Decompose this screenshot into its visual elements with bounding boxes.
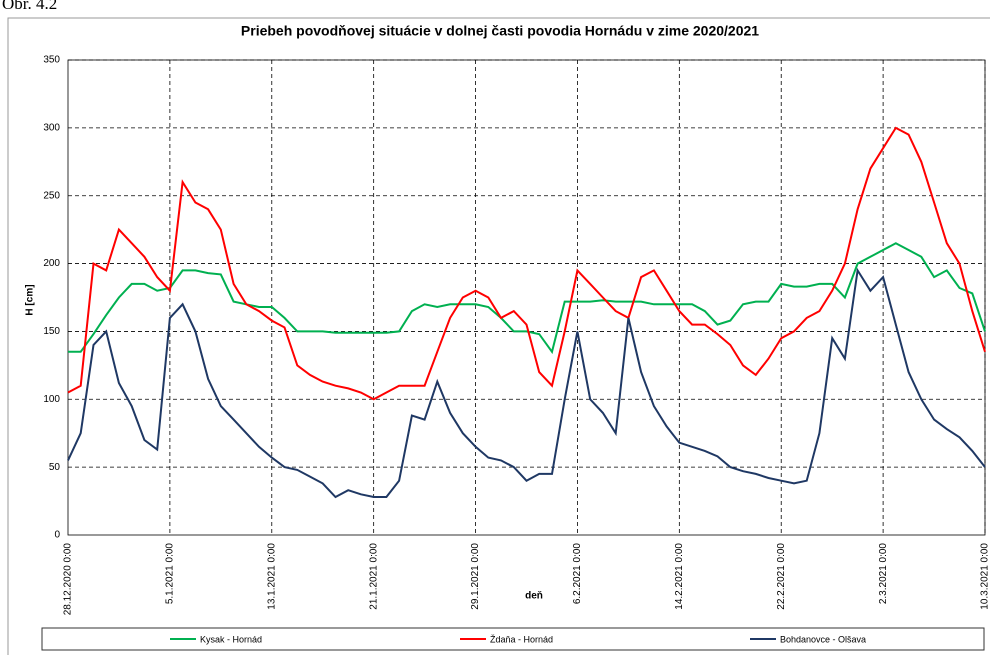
y-tick-label: 100 [43,394,60,405]
x-tick-label: 21.1.2021 0:00 [368,543,379,610]
y-tick-label: 150 [43,326,60,337]
y-tick-label: 0 [54,530,60,541]
y-tick-label: 350 [43,55,60,66]
chart-title: Priebeh povodňovej situácie v dolnej čas… [241,23,759,39]
x-tick-label: 28.12.2020 0:00 [63,543,74,616]
caption: Obr. 4.2 [2,0,58,13]
x-tick-label: 6.2.2021 0:00 [572,543,583,605]
y-tick-label: 200 [43,258,60,269]
legend-label: Kysak - Hornád [200,634,262,644]
y-tick-label: 250 [43,190,60,201]
x-tick-label: 10.3.2021 0:00 [980,543,990,610]
series-line [67,126,986,401]
x-tick-label: 14.2.2021 0:00 [674,543,685,610]
plot-area [67,59,986,536]
x-tick-label: 29.1.2021 0:00 [470,543,481,610]
y-tick-label: 300 [43,122,60,133]
x-tick-label: 5.1.2021 0:00 [165,543,176,605]
legend-label: Bohdanovce - Olšava [780,634,866,644]
x-tick-label: 13.1.2021 0:00 [266,543,277,610]
y-axis-title: H [cm] [25,284,36,315]
legend-label: Ždaňa - Hornád [490,634,553,644]
legend-box [41,627,985,651]
x-axis-title: deň [525,591,543,602]
series-line [68,242,986,355]
x-tick-label: 22.2.2021 0:00 [776,543,787,610]
series-line [67,267,986,499]
x-tick-label: 2.3.2021 0:00 [878,543,889,605]
chart-frame [7,17,990,660]
y-tick-label: 50 [49,462,61,473]
